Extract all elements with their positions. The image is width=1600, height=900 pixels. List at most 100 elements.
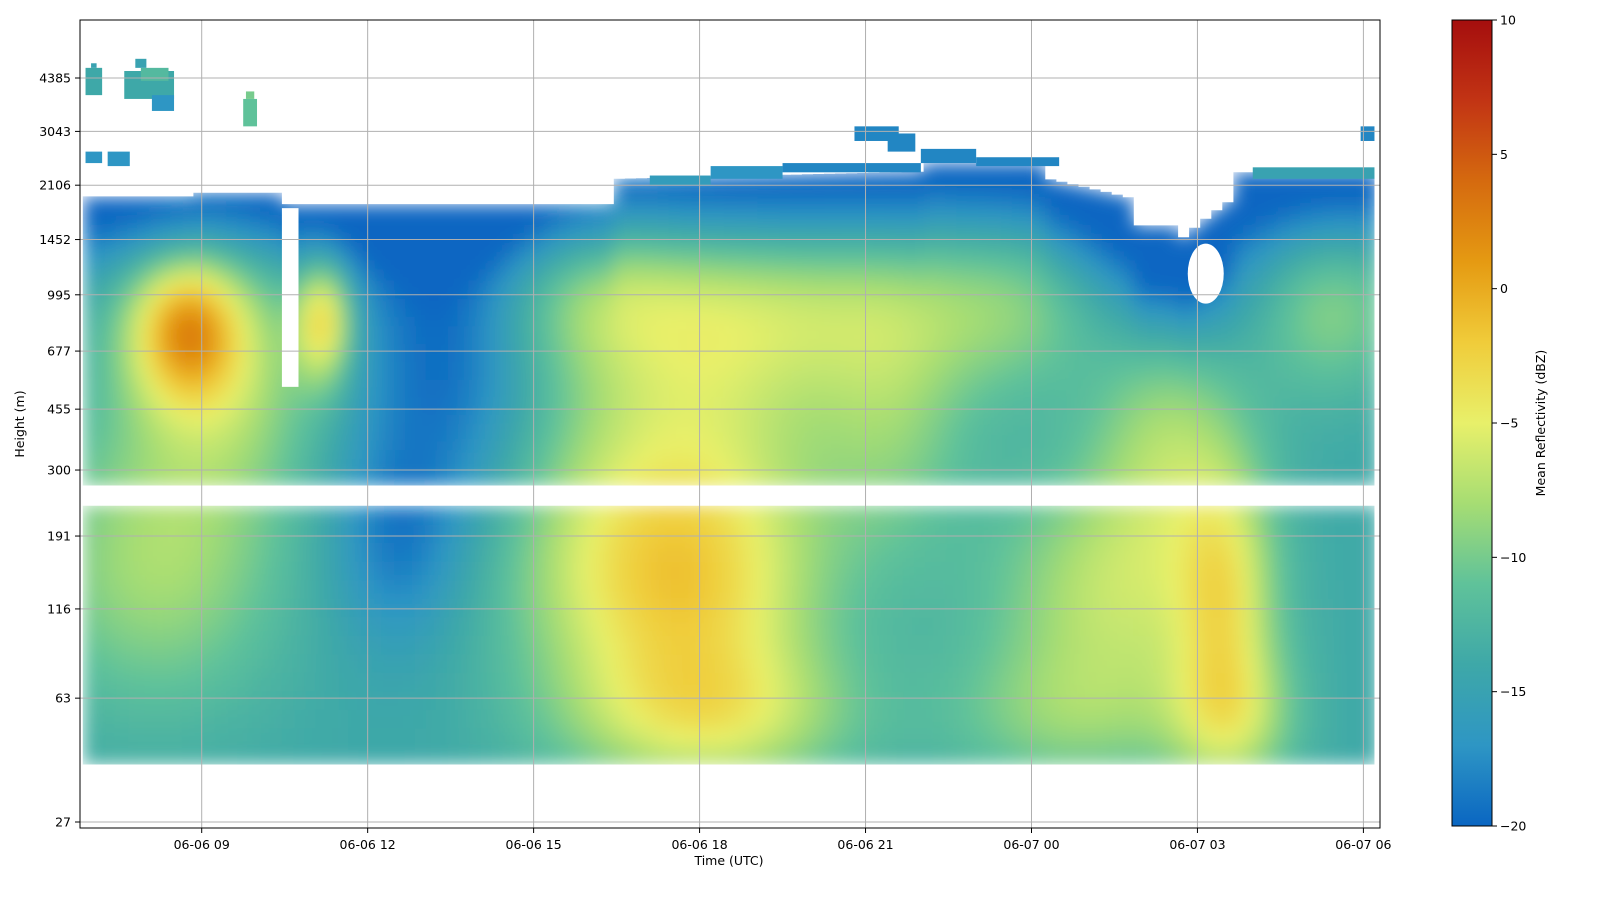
heatmap-cell [724,271,737,281]
heatmap-cell [93,235,106,246]
heatmap-cell [1023,342,1035,353]
heatmap-cell [846,746,858,765]
heatmap-cell [514,378,526,388]
heatmap-cell [171,235,183,246]
heatmap-cell [757,524,770,544]
heatmap-cell [149,672,161,692]
heatmap-cell [569,342,582,353]
heatmap-cell [558,476,571,487]
heatmap-cell [647,616,659,636]
heatmap-cell [326,271,338,281]
heatmap-cell [635,431,648,442]
heatmap-cell [138,423,150,433]
heatmap-cell [901,378,914,388]
heatmap-cell [857,727,869,747]
heatmap-cell [923,173,936,183]
heatmap-cell [458,289,471,299]
heatmap-cell [1255,690,1268,710]
heatmap-cell [790,271,803,281]
heatmap-cell [1078,690,1091,710]
heatmap-cell [215,458,228,469]
heatmap-cell [835,298,847,308]
heatmap-cell [326,360,338,371]
heatmap-cell [458,727,471,747]
heatmap-cell [1277,727,1290,747]
heatmap-cell [403,598,416,618]
heatmap-cell [1023,467,1035,478]
heatmap-cell [635,208,648,219]
heatmap-cell [967,405,980,415]
heatmap-cell [326,396,338,406]
heatmap-cell [348,226,360,237]
heatmap-cell [138,333,150,344]
heatmap-cell [149,324,161,335]
heatmap-cell [1167,244,1179,255]
heatmap-cell [591,226,604,237]
heatmap-cell [348,333,360,344]
heatmap-cell [967,289,980,299]
heatmap-cell [912,414,925,424]
heatmap-cell [193,542,206,562]
heatmap-cell [768,431,781,442]
heatmap-cell [536,505,549,525]
heatmap-cell [558,369,571,380]
heatmap-cell [392,440,405,451]
heatmap-cell [1100,561,1113,581]
heatmap-cell [215,262,228,272]
heatmap-cell [591,217,604,228]
heatmap-cell [503,635,515,655]
heatmap-cell [912,505,925,525]
heatmap-cell [691,280,703,290]
heatmap-cell [414,542,427,562]
heatmap-cell [536,579,549,599]
heatmap-cell [149,351,161,362]
heatmap-cell [470,467,482,478]
heatmap-cell [1167,449,1179,460]
heatmap-cell [182,342,195,353]
heatmap-cell [304,476,316,487]
heatmap-cell [1067,289,1080,299]
heatmap-cell [812,280,825,290]
heatmap-cell [1023,253,1035,264]
heatmap-cell [768,333,781,344]
heatmap-cell [591,271,604,281]
heatmap-cell [1366,746,1375,765]
heatmap-cell [193,505,206,525]
heatmap-cell [923,244,936,255]
heatmap-cell [259,200,272,210]
heatmap-cell [470,244,482,255]
heatmap-cell [868,360,880,371]
heatmap-cell [1023,262,1035,272]
heatmap-cell [846,440,858,451]
heatmap-cell [503,505,515,525]
heatmap-cell [292,746,305,765]
heatmap-cell [226,727,239,747]
heatmap-cell [680,360,692,371]
heatmap-cell [525,561,537,581]
heatmap-cell [812,200,825,210]
heatmap-cell [1078,262,1091,272]
heatmap-cell [248,369,261,380]
heatmap-cell [403,440,416,451]
heatmap-cell [967,351,980,362]
heatmap-cell [259,440,272,451]
heatmap-cell [658,244,670,255]
heatmap-cell [315,440,327,451]
heatmap-cell [215,369,228,380]
heatmap-cell [193,192,206,201]
heatmap-cell [425,262,438,272]
heatmap-cell [801,174,814,183]
heatmap-cell [901,182,914,192]
heatmap-cell [868,387,880,397]
heatmap-cell [558,524,571,544]
heatmap-cell [624,561,637,581]
heatmap-cell [93,405,106,415]
heatmap-cell [226,431,239,442]
heatmap-cell [1122,431,1135,442]
heatmap-cell [602,598,615,618]
heatmap-cell [270,289,283,299]
heatmap-cell [326,208,338,219]
heatmap-cell [1133,476,1146,487]
heatmap-cell [1155,378,1168,388]
heatmap-cell [215,449,228,460]
